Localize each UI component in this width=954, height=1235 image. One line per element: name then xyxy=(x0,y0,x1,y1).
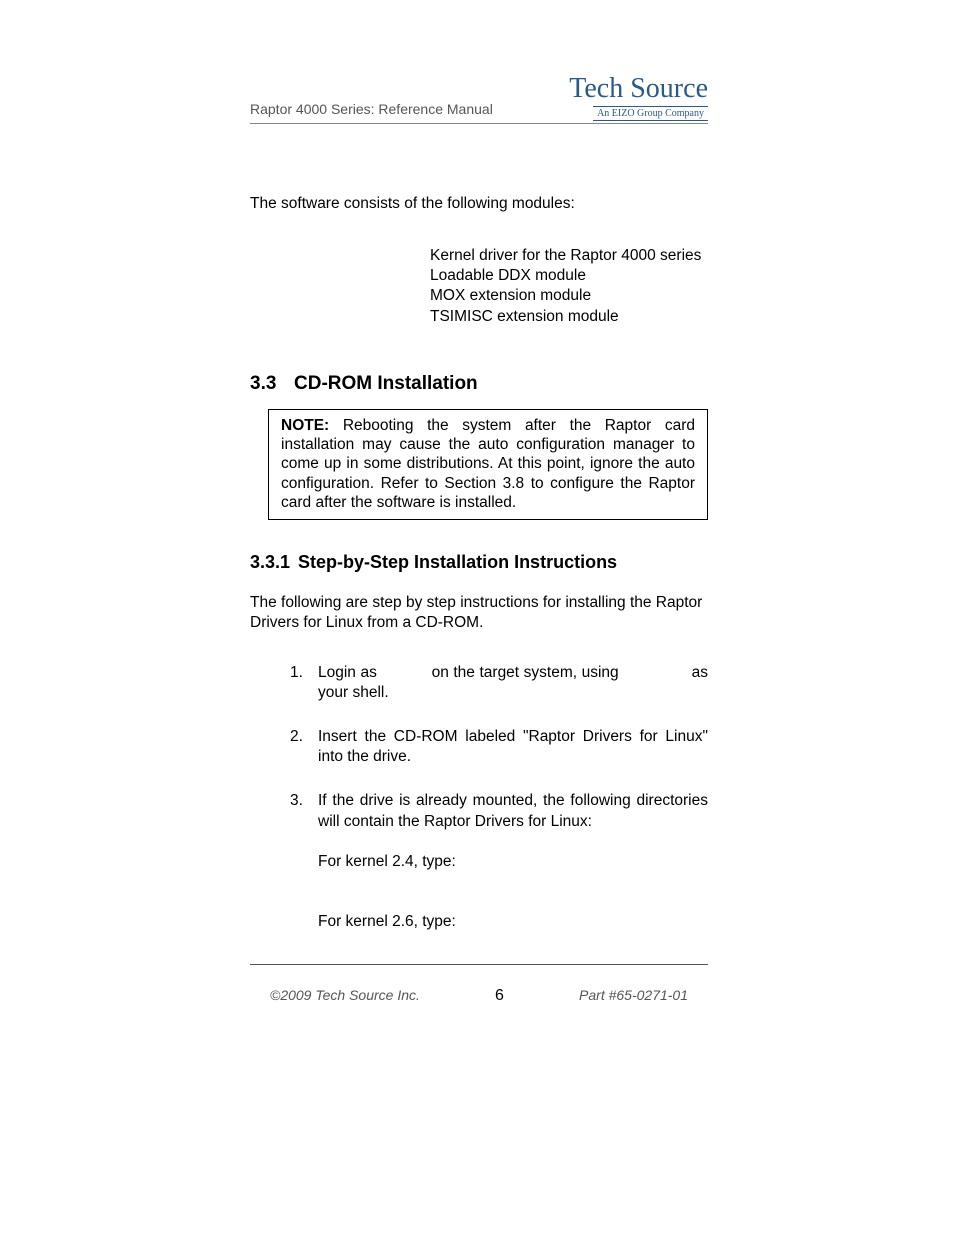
intro-paragraph: The software consists of the following m… xyxy=(250,194,708,214)
steps-list: 1. Login as on the target system, using … xyxy=(290,663,708,952)
company-logo: Tech Source An EIZO Group Company xyxy=(569,75,708,121)
header-title: Raptor 4000 Series: Reference Manual xyxy=(250,101,493,121)
subsection-title: Step-by-Step Installation Instructions xyxy=(298,552,617,572)
section-heading: 3.3CD-ROM Installation xyxy=(250,373,708,395)
step-body: Insert the CD-ROM labeled "Raptor Driver… xyxy=(318,727,708,767)
step-item: 2. Insert the CD-ROM labeled "Raptor Dri… xyxy=(290,727,708,767)
section-title: CD-ROM Installation xyxy=(294,373,478,394)
footer-row: ©2009 Tech Source Inc. 6 Part #65-0271-0… xyxy=(250,987,708,1005)
module-item: MOX extension module xyxy=(430,286,708,306)
module-item: Kernel driver for the Raptor 4000 series xyxy=(430,246,708,266)
note-label: NOTE: xyxy=(281,417,329,434)
step-text: If the drive is already mounted, the fol… xyxy=(318,792,708,829)
step-item: 3. If the drive is already mounted, the … xyxy=(290,791,708,952)
footer-copyright: ©2009 Tech Source Inc. xyxy=(270,987,420,1003)
page-footer: ©2009 Tech Source Inc. 6 Part #65-0271-0… xyxy=(250,964,708,1005)
steps-intro: The following are step by step instructi… xyxy=(250,593,708,633)
note-text: Rebooting the system after the Raptor ca… xyxy=(281,417,695,512)
module-list: Kernel driver for the Raptor 4000 series… xyxy=(430,246,708,327)
logo-text: Tech Source xyxy=(569,75,708,103)
logo-tagline: An EIZO Group Company xyxy=(593,106,708,121)
step-text-part: on the target system, using xyxy=(427,664,623,681)
footer-part-number: Part #65-0271-01 xyxy=(579,987,688,1003)
document-page: Raptor 4000 Series: Reference Manual Tec… xyxy=(0,0,954,1235)
footer-rule xyxy=(250,964,708,965)
module-item: TSIMISC extension module xyxy=(430,307,708,327)
step-item: 1. Login as on the target system, using … xyxy=(290,663,708,703)
step-sub-line: For kernel 2.4, type: xyxy=(318,852,708,872)
step-number: 3. xyxy=(290,791,318,952)
subsection-number: 3.3.1 xyxy=(250,552,290,573)
step-number: 2. xyxy=(290,727,318,767)
subsection-heading: 3.3.1 Step-by-Step Installation Instructi… xyxy=(250,552,708,573)
step-number: 1. xyxy=(290,663,318,703)
page-number: 6 xyxy=(495,987,504,1005)
note-box: NOTE: Rebooting the system after the Rap… xyxy=(268,409,708,520)
step-body: If the drive is already mounted, the fol… xyxy=(318,791,708,952)
module-item: Loadable DDX module xyxy=(430,266,708,286)
step-body: Login as on the target system, using as … xyxy=(318,663,708,703)
step-text-part: Login as xyxy=(318,664,381,681)
section-number: 3.3 xyxy=(250,373,294,395)
step-sub-line: For kernel 2.6, type: xyxy=(318,912,708,932)
page-header: Raptor 4000 Series: Reference Manual Tec… xyxy=(250,75,708,124)
